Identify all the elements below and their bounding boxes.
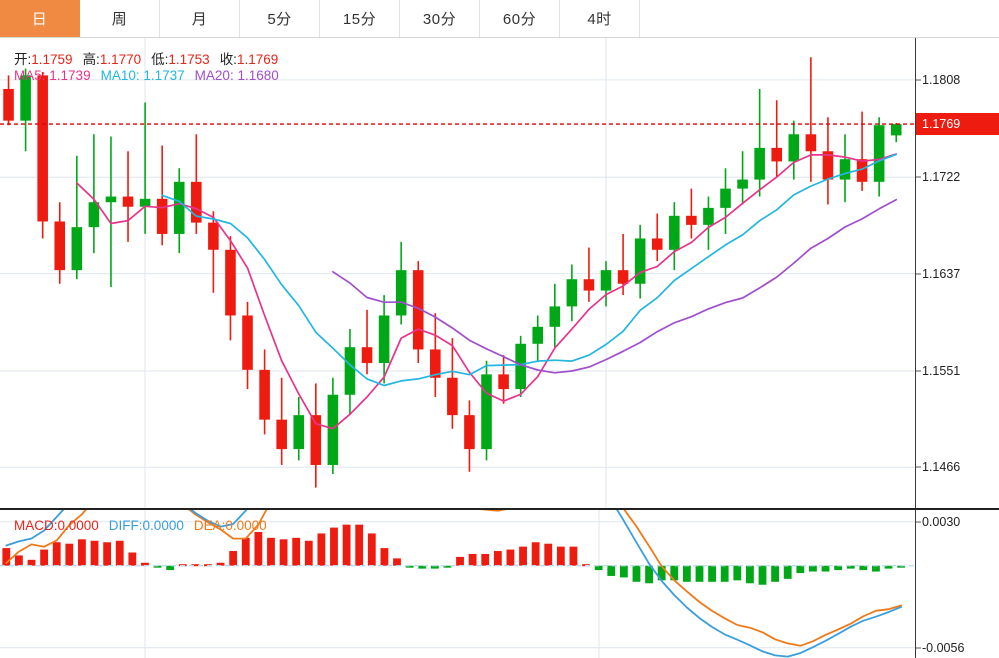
macd-label: MACD: (14, 518, 58, 533)
tab-5min[interactable]: 5分 (240, 0, 320, 37)
tab-label: 日 (31, 11, 48, 28)
ma20-label: MA20: (194, 68, 234, 83)
macd-axis-tick (916, 521, 921, 523)
price-axis-label: 1.1466 (922, 460, 961, 475)
price-axis: 1.1808 1.1722 1.1637 1.1551 1.1466 1.1769 (915, 38, 999, 508)
macd-plot-area[interactable] (0, 510, 915, 658)
macd-axis-tick (916, 647, 921, 649)
macd-axis-label: 0.0030 (922, 514, 961, 529)
chart-container: 1.1808 1.1722 1.1637 1.1551 1.1466 1.1769 开:1… (0, 38, 999, 658)
price-axis-tick (916, 79, 921, 81)
price-axis-label: 1.1551 (922, 363, 961, 378)
ma10-label: MA10: (100, 68, 140, 83)
tab-4hour[interactable]: 4时 (560, 0, 640, 37)
close-value: 1.1769 (236, 52, 279, 67)
current-price-badge: 1.1769 (916, 113, 999, 136)
tabbar-filler (640, 0, 999, 37)
candlestick-canvas (0, 38, 915, 508)
tab-month[interactable]: 月 (160, 0, 240, 37)
diff-value: 0.0000 (142, 518, 184, 533)
diff-label: DIFF: (108, 518, 143, 533)
tab-label: 60分 (502, 11, 537, 28)
low-value: 1.1753 (168, 52, 210, 67)
dea-value: 0.0000 (225, 518, 267, 533)
tab-label: 月 (191, 11, 208, 28)
price-axis-label: 1.1722 (922, 170, 961, 185)
price-axis-label: 1.1637 (922, 266, 961, 281)
tab-day[interactable]: 日 (0, 0, 80, 37)
price-axis-tick (916, 370, 921, 372)
price-axis-tick (916, 273, 921, 275)
tab-label: 5分 (267, 11, 292, 28)
price-plot-area[interactable] (0, 38, 915, 508)
price-axis-tick (916, 466, 921, 468)
macd-axis-label: -0.0056 (922, 640, 965, 655)
high-label: 高: (82, 52, 100, 67)
price-axis-label: 1.1808 (922, 72, 961, 87)
price-axis-tick (916, 176, 921, 178)
macd-value: 0.0000 (57, 518, 99, 533)
price-panel: 1.1808 1.1722 1.1637 1.1551 1.1466 1.1769 开:1… (0, 38, 999, 508)
timeframe-tabbar: 日 周 月 5分 15分 30分 60分 4时 (0, 0, 999, 38)
close-label: 收: (219, 52, 237, 67)
macd-legend: MACD:0.0000 DIFF:0.0000 DEA:0.0000 (14, 518, 267, 533)
high-value: 1.1770 (99, 52, 142, 67)
tab-week[interactable]: 周 (80, 0, 160, 37)
tab-label: 30分 (422, 11, 457, 28)
tab-15min[interactable]: 15分 (320, 0, 400, 37)
tab-label: 4时 (587, 11, 612, 28)
tab-label: 周 (111, 11, 128, 28)
tab-60min[interactable]: 60分 (480, 0, 560, 37)
ohlc-legend: 开:1.1759 高:1.1770 低:1.1753 收:1.1769 (14, 48, 278, 68)
tab-label: 15分 (342, 11, 377, 28)
open-value: 1.1759 (31, 52, 73, 67)
ma20-value: 1.1680 (237, 68, 279, 83)
low-label: 低: (151, 52, 169, 67)
ma10-value: 1.1737 (143, 68, 185, 83)
ma5-label: MA5: (14, 68, 46, 83)
macd-panel: 0.0030 -0.0056 MACD:0.0000 DIFF:0.0000 DEA:… (0, 508, 999, 658)
dea-label: DEA: (193, 518, 226, 533)
moving-average-legend: MA5: 1.1739 MA10: 1.1737 MA20: 1.1680 (14, 68, 279, 83)
macd-axis: 0.0030 -0.0056 (915, 510, 999, 658)
macd-canvas (0, 510, 915, 658)
ma5-value: 1.1739 (49, 68, 91, 83)
tab-30min[interactable]: 30分 (400, 0, 480, 37)
open-label: 开: (14, 52, 32, 67)
